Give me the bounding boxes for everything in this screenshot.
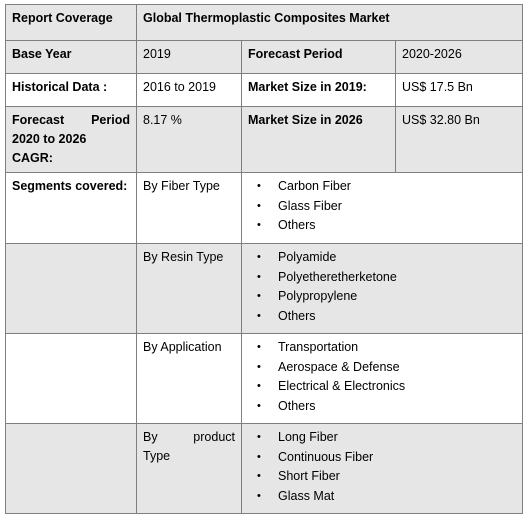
list-item: • Others: [257, 307, 516, 327]
segment-name-line2: Type: [143, 449, 171, 463]
historical-data-row: Historical Data : 2016 to 2019 Market Si…: [5, 73, 523, 107]
segment-list: • Long Fiber • Continuous Fiber • Short Fib…: [248, 428, 516, 506]
list-item: • Polyamide: [257, 248, 516, 268]
list-item: • Short Fiber: [257, 467, 516, 487]
list-item: • Glass Fiber: [257, 197, 516, 217]
bullet-icon: •: [257, 431, 261, 443]
list-item: • Polypropylene: [257, 287, 516, 307]
segments-spacer: [5, 423, 137, 514]
list-item: • Others: [257, 397, 516, 417]
list-item: • Transportation: [257, 338, 516, 358]
bullet-icon: •: [257, 290, 261, 302]
bullet-icon: •: [257, 309, 261, 322]
cagr-label-line2: 2020 to 2026 CAGR:: [12, 132, 87, 165]
market-size-2019-label: Market Size in 2019:: [241, 73, 396, 107]
historical-data-value: 2016 to 2019: [136, 73, 242, 107]
list-item: • Electrical & Electronics: [257, 377, 516, 397]
cagr-label: Forecast Period 2020 to 2026 CAGR:: [5, 106, 137, 173]
bullet-icon: •: [257, 199, 261, 212]
segment-name: By Resin Type: [136, 243, 242, 334]
list-item: • Glass Mat: [257, 487, 516, 507]
segment-list: • Polyamide • Polyetheretherketone • Polypr…: [248, 248, 516, 326]
report-title: Global Thermoplastic Composites Market: [136, 4, 523, 41]
list-item: • Carbon Fiber: [257, 177, 516, 197]
segment-items: • Polyamide • Polyetheretherketone • Polypr…: [241, 243, 523, 334]
bullet-icon: •: [257, 399, 261, 412]
segment-name: By Application: [136, 333, 242, 424]
bullet-icon: •: [257, 360, 261, 373]
historical-data-label: Historical Data :: [5, 73, 137, 107]
segments-spacer: [5, 333, 137, 424]
list-item: • Polyetheretherketone: [257, 268, 516, 288]
bullet-icon: •: [257, 341, 261, 353]
cagr-value: 8.17 %: [136, 106, 242, 173]
segments-spacer: [5, 243, 137, 334]
segment-items: • Long Fiber • Continuous Fiber • Short Fib…: [241, 423, 523, 514]
bullet-icon: •: [257, 180, 261, 192]
bullet-icon: •: [257, 470, 261, 482]
segment-row-fiber-type: Segments covered: By Fiber Type • Carbon …: [5, 172, 523, 244]
cagr-row: Forecast Period 2020 to 2026 CAGR: 8.17 …: [5, 106, 523, 173]
segment-name-line1: By product: [143, 430, 235, 444]
market-size-2026-value: US$ 32.80 Bn: [395, 106, 523, 173]
cagr-label-line1: Forecast Period: [12, 113, 130, 127]
base-year-label: Base Year: [5, 40, 137, 74]
forecast-period-value: 2020-2026: [395, 40, 523, 74]
bullet-icon: •: [257, 489, 261, 502]
list-item: • Aerospace & Defense: [257, 358, 516, 378]
bullet-icon: •: [257, 270, 261, 283]
report-coverage-table: Report Coverage Global Thermoplastic Com…: [5, 4, 523, 514]
base-year-value: 2019: [136, 40, 242, 74]
segment-row-resin-type: By Resin Type • Polyamide • Polyetherether…: [5, 243, 523, 334]
segment-list: • Transportation • Aerospace & Defense • El…: [248, 338, 516, 416]
market-size-2019-value: US$ 17.5 Bn: [395, 73, 523, 107]
bullet-icon: •: [257, 219, 261, 231]
segment-list: • Carbon Fiber • Glass Fiber • Others: [248, 177, 516, 236]
segment-name: By Fiber Type: [136, 172, 242, 244]
bullet-icon: •: [257, 450, 261, 463]
base-year-row: Base Year 2019 Forecast Period 2020-2026: [5, 40, 523, 74]
market-size-2026-label: Market Size in 2026: [241, 106, 396, 173]
forecast-period-label: Forecast Period: [241, 40, 396, 74]
list-item: • Continuous Fiber: [257, 448, 516, 468]
segment-row-application: By Application • Transportation • Aerospac…: [5, 333, 523, 424]
segment-items: • Carbon Fiber • Glass Fiber • Others: [241, 172, 523, 244]
segment-items: • Transportation • Aerospace & Defense • El…: [241, 333, 523, 424]
header-label: Report Coverage: [5, 4, 137, 41]
segment-row-product-type: By product Type • Long Fiber • Continuous …: [5, 423, 523, 514]
bullet-icon: •: [257, 251, 261, 263]
list-item: • Others: [257, 216, 516, 236]
header-row: Report Coverage Global Thermoplastic Com…: [5, 4, 523, 41]
bullet-icon: •: [257, 380, 261, 392]
segment-name: By product Type: [136, 423, 242, 514]
list-item: • Long Fiber: [257, 428, 516, 448]
segments-covered-label: Segments covered:: [5, 172, 137, 244]
